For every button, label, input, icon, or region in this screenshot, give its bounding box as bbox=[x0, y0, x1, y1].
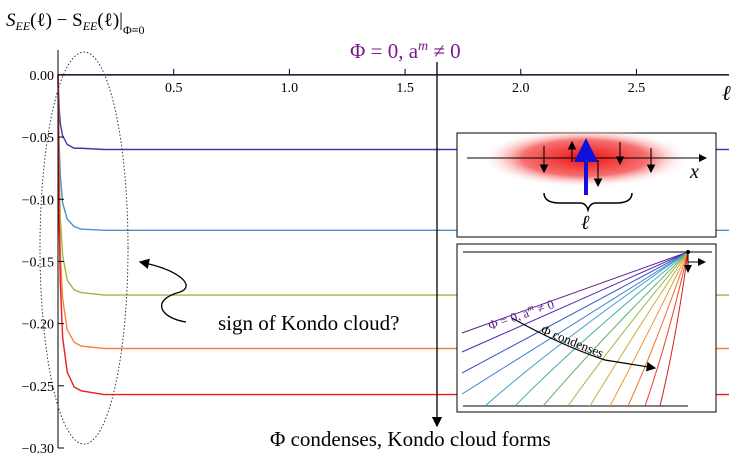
y-label-part: (ℓ)| bbox=[97, 10, 123, 31]
fixed-point bbox=[686, 250, 690, 254]
y-label-part: EE bbox=[15, 19, 31, 33]
title-part: Φ = 0, a bbox=[350, 39, 419, 63]
chart-title: Φ = 0, am ≠ 0 bbox=[350, 39, 461, 63]
x-tick-label: 2.5 bbox=[628, 81, 646, 96]
title-part: m bbox=[418, 39, 428, 54]
y-tick-label: −0.05 bbox=[22, 131, 54, 146]
inset-bottom: Φ = 0, am ≠ 0 Φ condenses bbox=[457, 244, 716, 412]
y-tick-label: −0.20 bbox=[22, 318, 54, 333]
x-axis-label: ℓ bbox=[722, 81, 731, 105]
x-tick-label: 0.5 bbox=[165, 81, 183, 96]
y-label-part: EE bbox=[82, 19, 98, 33]
y-tick-label: −0.10 bbox=[22, 193, 54, 208]
title-part: ≠ 0 bbox=[428, 39, 461, 63]
annotation: Φ condenses, Kondo cloud forms bbox=[270, 427, 551, 451]
chart: 0.00 −0.05 −0.10 −0.15 −0.20 −0.25 −0.30 0.5 1.0… bbox=[0, 0, 738, 455]
y-label-part: (ℓ) − S bbox=[30, 10, 83, 31]
y-label-part: Φ≡0 bbox=[123, 23, 145, 37]
y-tick-label: 0.00 bbox=[30, 69, 55, 84]
y-label-part: S bbox=[6, 10, 16, 31]
annotation-arrow bbox=[140, 262, 186, 322]
y-tick-label: −0.30 bbox=[22, 442, 54, 455]
y-tick-label: −0.25 bbox=[22, 380, 54, 395]
x-tick-label: 2.0 bbox=[512, 81, 530, 96]
y-axis-label: SEE(ℓ) − SEE(ℓ)|Φ≡0 bbox=[6, 10, 145, 37]
x-tick-label: 1.0 bbox=[281, 81, 299, 96]
x-tick-label: 1.5 bbox=[396, 81, 414, 96]
inset-label: ℓ bbox=[581, 212, 590, 234]
inset-top: x ℓ bbox=[457, 128, 716, 237]
y-tick-label: −0.15 bbox=[22, 255, 54, 270]
inset-label: x bbox=[689, 161, 699, 183]
annotation: sign of Kondo cloud? bbox=[218, 311, 399, 335]
